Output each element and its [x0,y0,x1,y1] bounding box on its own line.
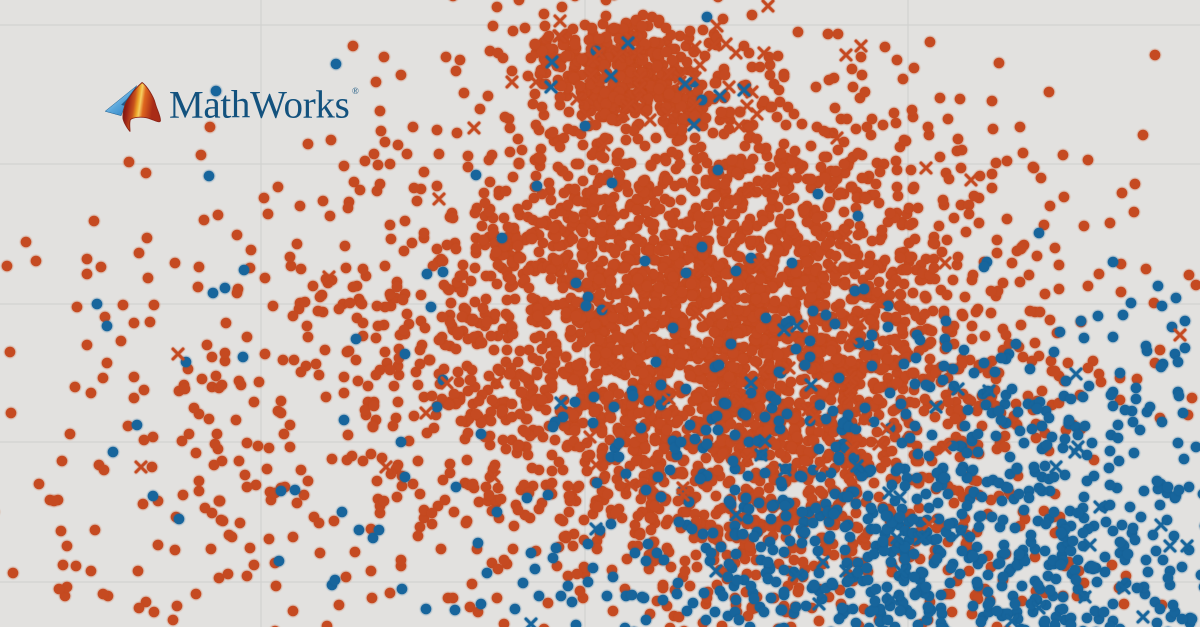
svg-text:MathWorks: MathWorks [169,84,349,127]
svg-text:®: ® [352,86,359,96]
